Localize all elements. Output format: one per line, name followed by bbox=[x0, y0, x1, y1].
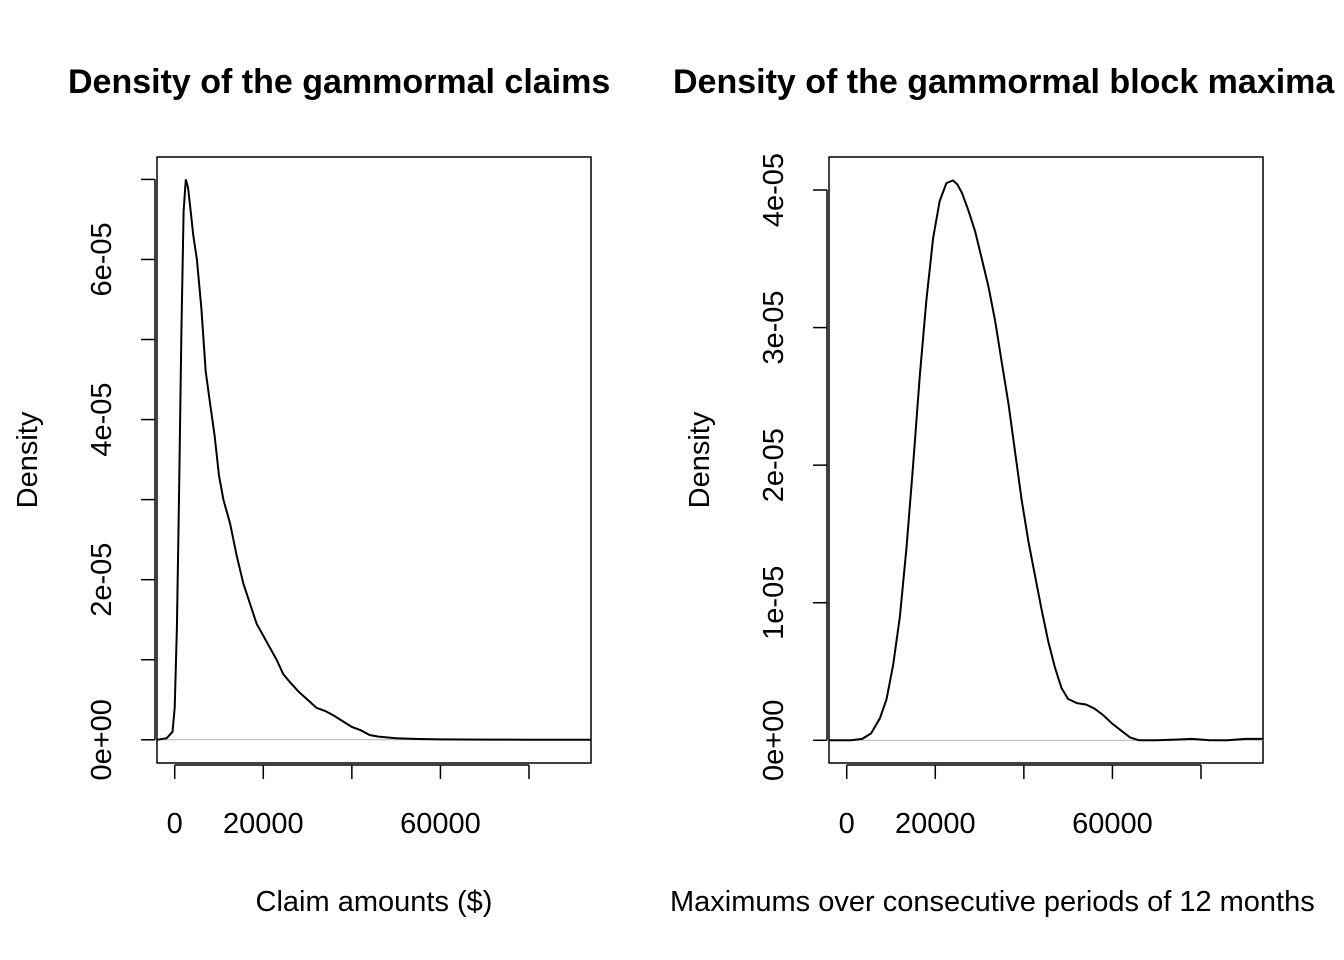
y-tick-label: 2e-05 bbox=[86, 543, 118, 617]
x-tick-label: 60000 bbox=[400, 808, 481, 840]
y-tick-label: 4e-05 bbox=[758, 153, 790, 227]
x-tick-label: 20000 bbox=[223, 808, 304, 840]
y-tick-label: 1e-05 bbox=[758, 566, 790, 640]
x-tick-label: 0 bbox=[839, 808, 855, 840]
x-tick-label: 0 bbox=[167, 808, 183, 840]
plot-frame bbox=[828, 156, 1264, 764]
y-axis-label: Density bbox=[684, 411, 716, 508]
chart-panel-claims: Density of the gammormal claims 0 20000 60… bbox=[12, 63, 610, 918]
chart-panel-block-maxima: Density of the gammormal block maxima 0 2… bbox=[670, 63, 1335, 918]
x-axis-label: Maximums over consecutive periods of 12 … bbox=[670, 886, 1315, 918]
y-tick-label: 3e-05 bbox=[758, 291, 790, 365]
x-axis-label: Claim amounts ($) bbox=[256, 886, 493, 918]
y-tick-label: 6e-05 bbox=[86, 222, 118, 296]
chart-title: Density of the gammormal block maxima bbox=[673, 63, 1335, 101]
x-tick-label: 60000 bbox=[1072, 808, 1153, 840]
plot-frame bbox=[156, 156, 592, 764]
x-axis: 0 20000 60000 bbox=[167, 764, 530, 840]
chart-title: Density of the gammormal claims bbox=[68, 63, 610, 101]
x-axis: 0 20000 60000 bbox=[839, 764, 1202, 840]
x-tick-label: 20000 bbox=[895, 808, 976, 840]
y-tick-label: 0e+00 bbox=[86, 699, 118, 780]
density-line bbox=[829, 179, 1263, 742]
y-tick-label: 2e-05 bbox=[758, 428, 790, 502]
y-tick-label: 4e-05 bbox=[86, 382, 118, 456]
y-axis: 0e+00 1e-05 2e-05 3e-05 4e-05 bbox=[758, 153, 828, 781]
y-axis: 0e+00 2e-05 4e-05 6e-05 bbox=[86, 178, 156, 781]
density-line bbox=[156, 179, 592, 741]
y-axis-label: Density bbox=[12, 411, 44, 508]
y-tick-label: 0e+00 bbox=[758, 700, 790, 781]
